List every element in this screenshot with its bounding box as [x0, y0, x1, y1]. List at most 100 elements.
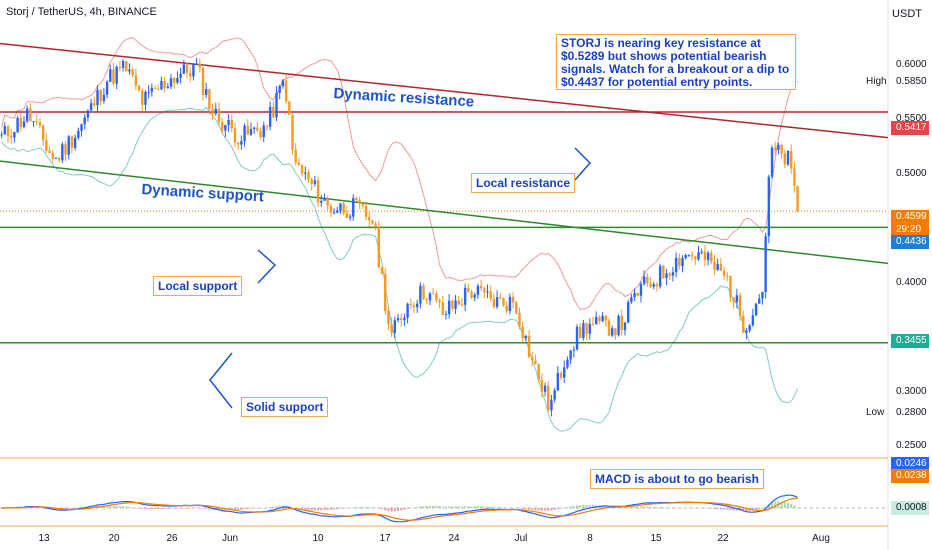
- price-tag-support-low: 0.3455: [891, 334, 929, 348]
- candle-body: [626, 302, 630, 323]
- candle-body: [764, 236, 767, 292]
- time-tick: 15: [650, 533, 662, 544]
- candle-body: [32, 121, 35, 123]
- candle-body: [470, 291, 473, 298]
- candle-body: [754, 303, 758, 316]
- macd-histogram-bar: [374, 507, 377, 509]
- candle-body: [399, 318, 403, 321]
- macd-histogram-bar: [170, 508, 173, 509]
- symbol-title[interactable]: Storj / TetherUS, 4h, BINANCE: [6, 6, 157, 18]
- macd-histogram-bar: [269, 506, 272, 508]
- candle-body: [211, 108, 214, 114]
- candle-body: [690, 254, 694, 257]
- candle-body: [668, 273, 671, 276]
- candle-body: [371, 220, 374, 224]
- candle-body: [19, 117, 22, 128]
- candle-body: [463, 287, 467, 305]
- price-tag-last: 0.4599: [891, 210, 929, 224]
- macd-histogram-bar: [633, 506, 636, 508]
- candle-body: [96, 89, 99, 106]
- candle-body: [467, 287, 470, 292]
- candle-body: [547, 385, 550, 411]
- local-support-arrow: [257, 249, 277, 284]
- macd-histogram-bar: [166, 508, 169, 509]
- macd-histogram-bar: [310, 508, 313, 511]
- candle-body: [419, 285, 422, 304]
- time-tick: 26: [166, 533, 178, 544]
- macd-histogram-bar: [694, 508, 697, 509]
- candle-body: [601, 315, 604, 322]
- candle-body: [441, 302, 444, 315]
- macd-histogram-bar: [428, 505, 431, 508]
- macd-histogram-bar: [109, 505, 112, 508]
- candle-body: [559, 372, 563, 378]
- low-value: 0.2800: [896, 407, 927, 418]
- candle-body: [166, 86, 170, 88]
- macd-histogram-bar: [451, 506, 454, 508]
- candle-body: [204, 89, 208, 96]
- candle-body: [288, 101, 291, 115]
- macd-histogram-bar: [470, 506, 473, 508]
- candle-body: [182, 64, 186, 74]
- macd-histogram-bar: [390, 508, 393, 512]
- macd-histogram-bar: [604, 505, 607, 508]
- macd-histogram-bar: [128, 506, 131, 508]
- candle-body: [294, 149, 297, 163]
- macd-histogram-bar: [457, 506, 460, 508]
- candle-body: [307, 172, 310, 180]
- candle-body: [160, 80, 163, 90]
- macd-histogram-bar: [141, 508, 144, 510]
- macd-histogram-bar: [796, 507, 799, 508]
- candle-body: [310, 179, 313, 184]
- candle-body: [377, 226, 381, 268]
- macd-histogram-bar: [774, 501, 777, 508]
- candle-body: [537, 363, 540, 380]
- time-tick: Jun: [221, 533, 239, 544]
- candle-body: [502, 297, 505, 306]
- candle-body: [697, 252, 700, 260]
- macd-histogram-bar: [384, 508, 387, 511]
- macd-histogram-bar: [636, 506, 639, 508]
- candle-body: [201, 67, 205, 96]
- candle-body: [569, 350, 572, 360]
- candle-body: [786, 150, 790, 165]
- macd-histogram-bar: [793, 505, 796, 508]
- local-resistance-arrow: [574, 147, 592, 181]
- macd-histogram-bar: [412, 507, 415, 509]
- candle-body: [342, 203, 345, 214]
- candle-body: [646, 276, 649, 284]
- candle-body: [527, 335, 531, 357]
- candle-body: [681, 258, 684, 267]
- candle-body: [252, 127, 256, 130]
- currency-label[interactable]: USDT: [892, 8, 922, 20]
- candle-body: [460, 304, 464, 306]
- candle-body: [380, 267, 384, 274]
- candle-body: [67, 136, 70, 155]
- candle-body: [579, 326, 582, 339]
- candle-body: [751, 315, 755, 326]
- macd-histogram-bar: [588, 505, 591, 508]
- macd-histogram-bar: [425, 506, 428, 508]
- time-tick: 17: [379, 533, 391, 544]
- candle-body: [368, 216, 371, 221]
- macd-histogram-bar: [221, 508, 224, 511]
- price-tick: 0.4000: [896, 277, 927, 288]
- price-tag-resistance: 0.5417: [891, 121, 929, 135]
- solid-support-label: Solid support: [241, 397, 329, 417]
- candle-body: [243, 125, 246, 142]
- macd-histogram-bar: [496, 507, 499, 508]
- macd-histogram-bar: [627, 507, 630, 508]
- macd-histogram-bar: [528, 508, 531, 510]
- time-tick: 8: [587, 533, 593, 544]
- candle-body: [236, 142, 240, 145]
- candle-body: [297, 162, 301, 166]
- candle-body: [336, 210, 339, 213]
- macd-histogram-bar: [336, 508, 339, 510]
- macd-histogram-bar: [74, 508, 77, 509]
- candle-body: [524, 335, 528, 339]
- candle-body: [189, 72, 192, 77]
- macd-histogram-bar: [112, 506, 115, 508]
- candle-body: [425, 299, 428, 301]
- candle-body: [719, 263, 723, 271]
